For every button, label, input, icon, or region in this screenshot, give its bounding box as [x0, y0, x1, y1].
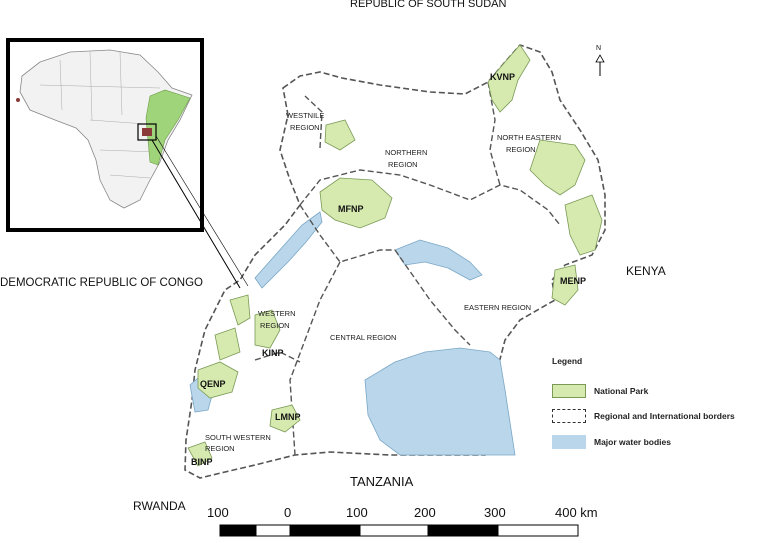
scale-label-0: 0	[284, 505, 292, 520]
park-westnile	[324, 119, 356, 151]
uganda-outline	[184, 44, 606, 479]
park-swatch-icon	[552, 384, 586, 398]
park-north-eastern-1	[529, 139, 586, 196]
label-western-2: REGION	[260, 321, 290, 330]
park-western-1	[229, 294, 251, 326]
park-kinp	[254, 309, 281, 349]
legend-label-water: Major water bodies	[594, 437, 671, 447]
label-kinp: KINP	[262, 348, 284, 358]
label-menp: MENP	[560, 276, 586, 286]
label-binp: BINP	[191, 457, 213, 467]
park-north-eastern-2	[564, 194, 603, 256]
label-qenp: QENP	[200, 379, 226, 389]
water-swatch-icon	[552, 435, 586, 449]
label-western-1: WESTERN	[258, 309, 296, 318]
africa-inset	[6, 38, 204, 232]
africa-outline	[19, 49, 193, 209]
label-northern-2: REGION	[388, 160, 418, 169]
country-kenya: KENYA	[626, 264, 666, 278]
label-southwestern-1: SOUTH WESTERN	[205, 433, 271, 442]
park-menp	[551, 264, 579, 306]
label-northern-1: NORTHERN	[385, 148, 427, 157]
park-qenp	[197, 361, 239, 399]
scale-label-100-left: 100	[207, 505, 229, 520]
national-parks	[187, 44, 603, 467]
legend-label-borders: Regional and International borders	[594, 411, 735, 421]
legend-label-park: National Park	[594, 386, 649, 396]
scale-label-400km: 400 km	[555, 505, 598, 520]
park-kvnp	[487, 44, 531, 113]
label-eastern: EASTERN REGION	[464, 303, 531, 312]
scale-bar	[219, 524, 579, 537]
scale-label-300: 300	[484, 505, 506, 520]
label-kvnp: KVNP	[490, 72, 515, 82]
label-lmnp: LMNP	[275, 412, 301, 422]
country-drc: DEMOCRATIC REPUBLIC OF CONGO	[0, 277, 203, 289]
park-binp	[187, 441, 213, 467]
country-tanzania: TANZANIA	[350, 474, 414, 489]
label-westnile-2: REGION	[290, 123, 320, 132]
leader-line-2	[155, 135, 249, 287]
label-westnile-1: WESTNILE	[286, 111, 324, 120]
label-southwestern-2: REGION	[205, 444, 235, 453]
uganda-marker	[137, 123, 157, 141]
lake-kyoga	[394, 239, 483, 281]
label-northeastern-2: REGION	[506, 145, 536, 154]
park-lmnp	[269, 404, 301, 433]
scale-label-100: 100	[346, 505, 368, 520]
label-mfnp: MFNP	[338, 204, 364, 214]
label-central: CENTRAL REGION	[330, 333, 396, 342]
leader-line-1	[151, 139, 241, 289]
park-western-2	[214, 327, 241, 361]
scale-label-200: 200	[414, 505, 436, 520]
country-south-sudan: REPUBLIC OF SOUTH SUDAN	[350, 0, 507, 10]
lake-albert	[254, 211, 323, 289]
border-swatch-icon	[552, 409, 586, 423]
legend-title: Legend	[552, 356, 583, 366]
label-northeastern-1: NORTH EASTERN	[497, 133, 561, 142]
lake-victoria	[364, 347, 516, 456]
park-mfnp	[319, 177, 393, 229]
north-arrow-icon	[595, 54, 605, 76]
country-rwanda: RWANDA	[133, 499, 186, 513]
north-label: N	[596, 45, 602, 52]
